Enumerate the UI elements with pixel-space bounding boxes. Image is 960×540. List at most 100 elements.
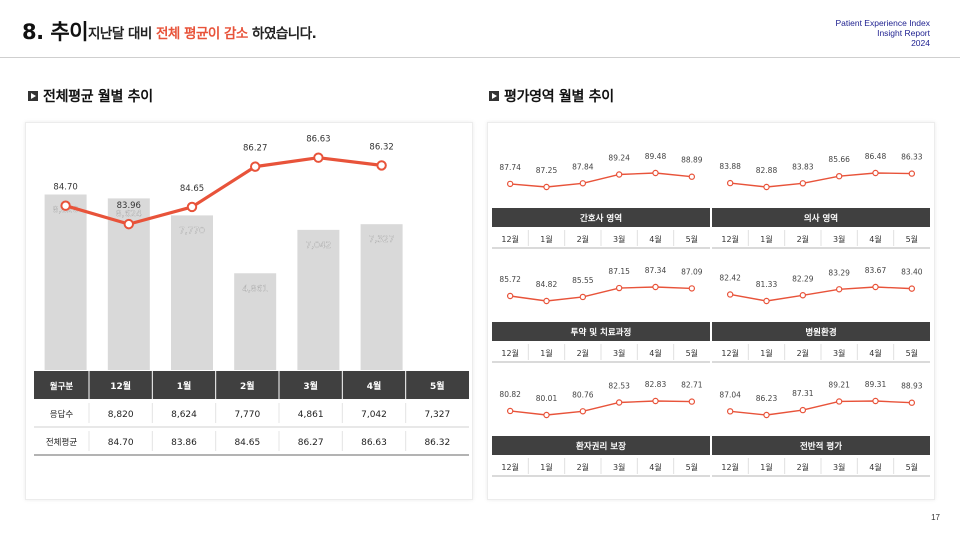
right-section-title-text: 평가영역 월별 추이: [504, 89, 614, 105]
table-row-label-1: 전체평균: [46, 437, 77, 448]
area-title-bg-4: [492, 436, 710, 455]
area-month-4-4: 4월: [649, 462, 661, 472]
area-value-4-2: 80.76: [572, 390, 594, 399]
area-value-1-5: 86.33: [901, 153, 923, 162]
line-label-5: 86.32: [369, 142, 393, 152]
area-month-0-1: 1월: [540, 234, 552, 244]
area-month-3-0: 12월: [721, 348, 739, 358]
subtitle-highlight: 전체 평균이 감소: [156, 26, 248, 42]
section-number: 8. 추이: [22, 20, 89, 44]
area-value-3-4: 83.67: [865, 266, 887, 275]
area-month-5-0: 12월: [721, 462, 739, 472]
area-month-2-2: 2월: [577, 348, 589, 358]
table-cell-1-4: 86.63: [361, 438, 387, 448]
table-cell-1-2: 84.65: [234, 438, 260, 448]
line-point-1: [123, 218, 135, 230]
area-chart-5: 87.04 86.23 87.31 89.21 89.31 88.93 전반적 평가 12월 1…: [712, 380, 930, 477]
table-row-label-0: 응답수: [50, 409, 74, 420]
area-month-4-3: 3월: [613, 462, 625, 472]
line-label-0: 84.70: [53, 183, 77, 193]
area-value-4-1: 80.01: [536, 394, 558, 403]
area-point-2-1: [543, 297, 550, 305]
area-month-3-1: 1월: [760, 348, 772, 358]
line-point-4: [313, 152, 324, 163]
area-month-2-1: 1월: [540, 348, 552, 358]
area-month-2-0: 12월: [501, 348, 519, 358]
bar-4: [297, 229, 340, 370]
area-title-bg-3: [712, 322, 930, 341]
area-value-2-3: 87.15: [608, 267, 630, 276]
area-point-1-5: [908, 170, 916, 177]
area-point-2-3: [615, 284, 623, 292]
bar-label-1: 8,624: [116, 209, 142, 219]
area-value-4-0: 80.82: [499, 390, 521, 399]
area-chart-0: 87.74 87.25 87.84 89.24 89.48 88.89 간호사 영역 12월 1…: [492, 152, 710, 249]
area-month-2-3: 3월: [613, 348, 625, 358]
area-month-0-4: 4월: [649, 234, 661, 244]
area-month-5-4: 4월: [869, 462, 881, 472]
area-month-1-0: 12월: [721, 234, 739, 244]
left-section-title-text: 전체평균 월별 추이: [43, 89, 153, 105]
area-month-4-1: 1월: [540, 462, 552, 472]
area-point-3-1: [763, 297, 770, 305]
table-cell-0-0: 8,820: [108, 410, 134, 420]
area-title-bg-2: [492, 322, 710, 341]
area-value-0-3: 89.24: [608, 154, 630, 163]
area-title-0: 간호사 영역: [580, 213, 622, 224]
area-line-3: [730, 286, 912, 302]
area-point-0-4: [652, 169, 659, 177]
area-line-2: [510, 286, 692, 302]
area-point-1-1: [763, 183, 770, 191]
area-month-5-3: 3월: [833, 462, 845, 472]
area-point-4-4: [652, 397, 659, 405]
line-label-3: 86.27: [243, 144, 267, 154]
area-month-0-0: 12월: [501, 234, 519, 244]
area-point-3-5: [908, 285, 916, 292]
area-trend-panel: 87.74 87.25 87.84 89.24 89.48 88.89 간호사 영역 12월 1…: [487, 122, 935, 500]
line-point-3: [250, 161, 261, 172]
brand-line-1: Patient Experience Index: [835, 18, 930, 28]
area-month-0-3: 3월: [613, 234, 625, 244]
area-point-5-4: [872, 397, 879, 405]
table-cell-1-3: 86.27: [298, 438, 324, 448]
area-value-3-3: 83.29: [828, 268, 850, 277]
line-label-4: 86.63: [306, 135, 330, 145]
area-value-1-0: 83.88: [719, 162, 741, 171]
table-month-5: 5월: [430, 380, 445, 392]
table-cell-0-1: 8,624: [171, 410, 197, 420]
area-point-5-2: [799, 406, 807, 414]
area-trend-charts: 87.74 87.25 87.84 89.24 89.48 88.89 간호사 영역 12월 1…: [492, 152, 930, 477]
table-cell-1-5: 86.32: [424, 438, 450, 448]
area-line-4: [510, 400, 692, 416]
area-title-3: 병원환경: [805, 327, 836, 338]
area-point-0-3: [615, 171, 623, 178]
line-label-2: 84.65: [180, 184, 204, 194]
bar-label-3: 4,861: [242, 284, 268, 294]
table-cell-0-2: 7,770: [234, 410, 260, 420]
area-point-1-0: [726, 179, 734, 187]
area-point-5-3: [835, 398, 843, 405]
line-point-0: [60, 200, 71, 211]
brand-line-3: 2024: [911, 38, 930, 48]
table-month-0: 12월: [110, 380, 131, 392]
area-value-5-2: 87.31: [792, 389, 814, 398]
area-month-4-5: 5월: [686, 462, 698, 472]
area-month-1-5: 5월: [906, 234, 918, 244]
area-value-4-4: 82.83: [645, 380, 667, 389]
area-value-0-5: 88.89: [681, 156, 703, 165]
overall-trend-panel: 8,820 8,624 7,770 4,861 7,042 7,327 84.70 83.96…: [25, 122, 473, 500]
area-point-3-4: [872, 283, 879, 291]
area-point-2-0: [506, 292, 514, 300]
area-point-2-2: [579, 293, 587, 301]
bar-2: [171, 215, 213, 370]
area-value-0-1: 87.25: [536, 166, 558, 175]
area-month-1-1: 1월: [760, 234, 772, 244]
area-value-1-2: 83.83: [792, 162, 814, 171]
play-bullet-icon: [28, 91, 38, 101]
line-point-5: [376, 160, 387, 171]
area-value-1-3: 85.66: [828, 155, 850, 164]
area-line-1: [730, 172, 912, 188]
bar-3: [234, 273, 277, 370]
report-brand: Patient Experience Index Insight Report …: [835, 18, 930, 48]
table-month-1: 1월: [177, 380, 192, 392]
